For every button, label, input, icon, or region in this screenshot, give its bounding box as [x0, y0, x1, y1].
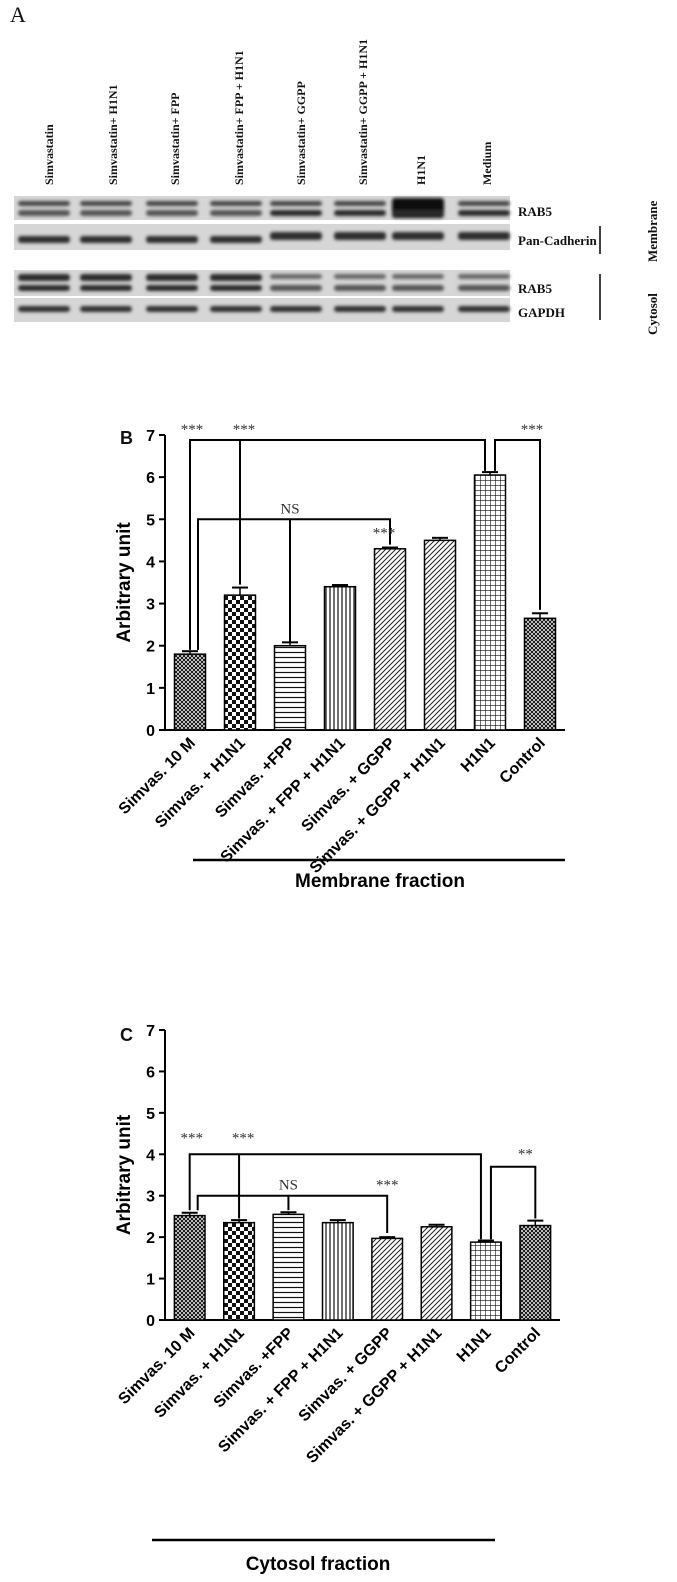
x-tick-label: Simvas. + H1N1	[151, 1325, 248, 1422]
bar	[173, 1214, 206, 1321]
fraction-label: Cytosol	[645, 293, 660, 335]
bar	[469, 1241, 502, 1321]
significance-bracket	[189, 439, 486, 650]
y-tick-label: 1	[146, 681, 155, 698]
y-tick-label: 7	[146, 1023, 155, 1040]
lane-label: Simvastatin	[42, 124, 56, 185]
bar	[321, 1221, 354, 1321]
x-tick-label: H1N1	[458, 735, 499, 776]
bar	[272, 1213, 305, 1321]
y-tick-label: 2	[146, 1230, 155, 1247]
band-label: RAB5	[518, 204, 552, 219]
y-tick-label: 6	[146, 1064, 155, 1081]
x-tick-label: H1N1	[454, 1325, 495, 1366]
lane-label: H1N1	[414, 155, 428, 185]
significance-label: ***	[233, 422, 256, 438]
y-tick-label: 5	[146, 512, 155, 529]
y-tick-label: 1	[146, 1272, 155, 1289]
lane-label: Simvastatin+ GGPP + H1N1	[356, 38, 370, 185]
band-label: Pan-Cadherin	[518, 233, 597, 248]
y-axis-label: Arbitrary unit	[114, 522, 135, 643]
bar	[420, 1226, 453, 1321]
significance-label: ***	[181, 422, 204, 438]
significance-label: NS	[279, 1178, 298, 1194]
x-axis-label: Membrane fraction	[295, 871, 465, 892]
band-label: GAPDH	[518, 305, 565, 320]
bar	[223, 594, 257, 731]
y-tick-label: 4	[146, 1147, 155, 1164]
significance-label: NS	[280, 501, 299, 517]
y-tick-label: 0	[146, 723, 155, 740]
western-blot	[14, 196, 601, 322]
bar	[473, 474, 507, 731]
significance-bracket	[188, 1153, 482, 1240]
significance-label: ***	[521, 422, 544, 438]
lane-label: Simvastatin+ GGPP	[294, 81, 308, 185]
significance-bracket	[489, 1165, 537, 1240]
bar	[273, 644, 307, 731]
x-tick-label: Control	[492, 1325, 544, 1377]
panel-a-letter: A	[10, 2, 26, 27]
lane-label: Simvastatin+ FPP	[168, 92, 182, 185]
y-axis-label: Arbitrary unit	[114, 1114, 135, 1235]
bar	[523, 617, 557, 731]
x-tick-label: Control	[497, 735, 549, 787]
fraction-label: Membrane	[645, 200, 660, 262]
bar	[373, 548, 407, 731]
bar	[423, 539, 457, 731]
y-tick-label: 7	[146, 428, 155, 445]
panel-b-letter: B	[120, 428, 133, 448]
y-tick-label: 3	[146, 597, 155, 614]
y-tick-label: 4	[146, 554, 155, 571]
bar	[173, 653, 207, 731]
y-tick-label: 0	[146, 1313, 155, 1330]
panel-c-letter: C	[120, 1025, 133, 1045]
x-tick-label: Simvas. + GGPP	[298, 735, 399, 836]
significance-bracket	[494, 439, 541, 610]
y-tick-label: 3	[146, 1189, 155, 1206]
significance-label: ***	[180, 1130, 203, 1146]
y-tick-label: 5	[146, 1106, 155, 1123]
bar	[223, 1221, 256, 1321]
significance-label: ***	[232, 1130, 255, 1146]
significance-bracket	[196, 1194, 389, 1233]
significance-label: ***	[373, 525, 396, 541]
blot-strip	[14, 270, 510, 296]
significance-label: ***	[376, 1178, 399, 1194]
bar	[519, 1224, 552, 1321]
x-tick-label: Simvas. + GGPP	[296, 1325, 397, 1426]
x-tick-label: Simvas. + H1N1	[152, 735, 249, 832]
bar	[371, 1237, 404, 1321]
x-axis-label: Cytosol fraction	[246, 1554, 391, 1575]
lane-label: Simvastatin+ FPP + H1N1	[232, 50, 246, 185]
y-tick-label: 2	[146, 639, 155, 656]
lane-label: Simvastatin+ H1N1	[106, 84, 120, 185]
lane-label: Medium	[480, 141, 494, 185]
y-tick-label: 6	[146, 470, 155, 487]
band-label: RAB5	[518, 281, 552, 296]
significance-label: **	[518, 1147, 533, 1163]
significance-bracket	[197, 518, 391, 650]
bar	[323, 585, 357, 731]
